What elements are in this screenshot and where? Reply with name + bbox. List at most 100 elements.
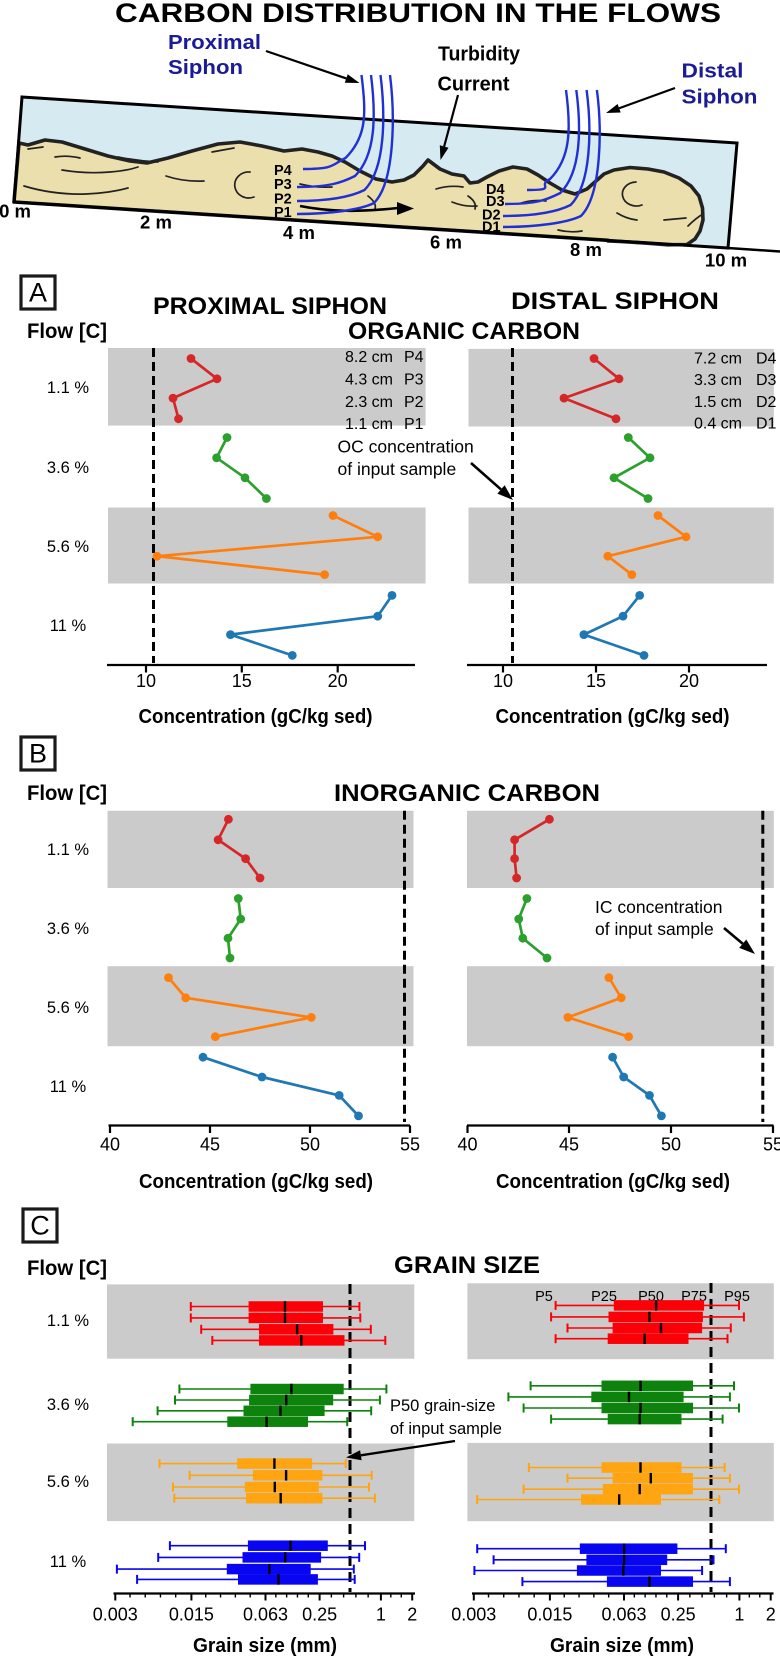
svg-text:P5: P5 [535,1289,553,1305]
svg-text:IC concentration: IC concentration [595,897,722,917]
svg-text:45: 45 [200,1135,220,1155]
svg-text:1.1 %: 1.1 % [47,841,90,859]
svg-text:0.003: 0.003 [451,1605,496,1625]
svg-text:Grain size (mm): Grain size (mm) [193,1635,337,1657]
svg-text:D1: D1 [482,220,501,236]
svg-text:D3: D3 [486,194,505,210]
svg-text:PROXIMAL SIPHON: PROXIMAL SIPHON [153,293,387,320]
svg-text:0.25: 0.25 [661,1605,696,1625]
svg-text:P95: P95 [724,1289,750,1305]
svg-text:P2: P2 [404,394,424,411]
svg-text:3.6 %: 3.6 % [47,459,90,477]
svg-text:0 m: 0 m [0,201,31,222]
svg-text:P3: P3 [404,371,424,388]
svg-text:40: 40 [457,1135,477,1155]
svg-text:GRAIN SIZE: GRAIN SIZE [394,1252,540,1279]
svg-text:Concentration (gC/kg sed): Concentration (gC/kg sed) [139,1171,373,1193]
svg-text:4 m: 4 m [283,222,315,243]
svg-text:10: 10 [493,671,513,691]
svg-text:Flow [C]: Flow [C] [27,1257,107,1280]
svg-text:0.063: 0.063 [601,1605,646,1625]
svg-text:Flow [C]: Flow [C] [27,782,107,805]
svg-text:2: 2 [407,1605,417,1625]
svg-text:of input sample: of input sample [390,1420,502,1438]
svg-text:0.015: 0.015 [527,1605,572,1625]
svg-text:2: 2 [766,1605,776,1625]
svg-text:50: 50 [661,1135,681,1155]
svg-text:1.1 %: 1.1 % [47,379,90,397]
svg-text:P4: P4 [404,349,424,366]
svg-text:10 m: 10 m [705,250,747,271]
svg-text:3.6 %: 3.6 % [47,920,90,938]
svg-text:D1: D1 [756,416,777,433]
svg-text:of input sample: of input sample [595,919,714,939]
svg-text:D4: D4 [486,182,505,198]
svg-text:0.4 cm: 0.4 cm [694,416,742,433]
svg-text:P25: P25 [591,1289,617,1305]
svg-text:DISTAL SIPHON: DISTAL SIPHON [511,288,719,315]
svg-text:15: 15 [586,671,606,691]
svg-text:0.003: 0.003 [93,1605,138,1625]
svg-text:Current: Current [438,74,510,96]
svg-text:C: C [30,1211,50,1241]
svg-text:A: A [29,278,47,308]
svg-text:1: 1 [376,1605,386,1625]
svg-text:Siphon: Siphon [168,57,243,79]
svg-text:Proximal: Proximal [168,32,261,54]
svg-text:4.3 cm: 4.3 cm [345,371,393,388]
svg-text:1.5 cm: 1.5 cm [694,394,742,411]
svg-text:40: 40 [100,1135,120,1155]
svg-text:P4: P4 [274,163,292,179]
svg-text:55: 55 [400,1135,420,1155]
svg-text:D2: D2 [756,394,777,411]
svg-text:3.6 %: 3.6 % [47,1396,90,1414]
svg-text:Turbidity: Turbidity [438,44,521,66]
svg-text:5.6 %: 5.6 % [47,538,90,556]
svg-text:Siphon: Siphon [682,87,758,109]
svg-text:7.2 cm: 7.2 cm [694,351,742,368]
svg-text:1.1 %: 1.1 % [47,1312,90,1330]
svg-text:8.2 cm: 8.2 cm [345,349,393,366]
svg-text:INORGANIC CARBON: INORGANIC CARBON [334,780,600,807]
svg-text:Distal: Distal [682,61,744,83]
svg-text:B: B [29,739,47,769]
svg-text:0.25: 0.25 [302,1605,337,1625]
svg-text:20: 20 [328,671,348,691]
svg-text:of input sample: of input sample [338,459,457,479]
svg-text:45: 45 [559,1135,579,1155]
svg-text:CARBON DISTRIBUTION IN THE FLO: CARBON DISTRIBUTION IN THE FLOWS [115,0,721,28]
svg-text:20: 20 [679,671,699,691]
svg-text:P2: P2 [274,192,292,208]
svg-text:11 %: 11 % [50,1553,87,1571]
svg-text:0.063: 0.063 [243,1605,288,1625]
svg-text:D4: D4 [756,351,777,368]
svg-text:2.3 cm: 2.3 cm [345,394,393,411]
svg-text:P1: P1 [404,416,424,433]
svg-text:5.6 %: 5.6 % [47,1473,90,1491]
svg-text:P50 grain-size: P50 grain-size [390,1397,495,1415]
svg-text:Concentration (gC/kg sed): Concentration (gC/kg sed) [496,706,730,728]
svg-text:8 m: 8 m [570,239,602,260]
svg-text:Flow [C]: Flow [C] [27,320,107,343]
svg-text:3.3 cm: 3.3 cm [694,372,742,389]
svg-text:6 m: 6 m [430,232,462,253]
svg-text:OC concentration: OC concentration [338,437,474,457]
svg-text:Grain size (mm): Grain size (mm) [550,1635,694,1657]
svg-text:P3: P3 [274,177,292,193]
svg-text:15: 15 [232,671,252,691]
svg-text:Concentration (gC/kg sed): Concentration (gC/kg sed) [496,1171,730,1193]
svg-text:ORGANIC CARBON: ORGANIC CARBON [348,318,580,345]
svg-text:D2: D2 [482,208,501,224]
svg-text:10: 10 [136,671,156,691]
svg-text:2 m: 2 m [140,212,172,233]
svg-text:1: 1 [734,1605,744,1625]
svg-text:50: 50 [300,1135,320,1155]
svg-text:11 %: 11 % [50,1078,87,1096]
svg-text:P1: P1 [274,205,292,221]
svg-text:11 %: 11 % [50,617,87,635]
svg-text:55: 55 [763,1135,780,1155]
svg-text:Concentration (gC/kg sed): Concentration (gC/kg sed) [139,706,373,728]
svg-text:D3: D3 [756,372,777,389]
svg-text:5.6 %: 5.6 % [47,999,90,1017]
svg-text:1.1 cm: 1.1 cm [345,416,393,433]
